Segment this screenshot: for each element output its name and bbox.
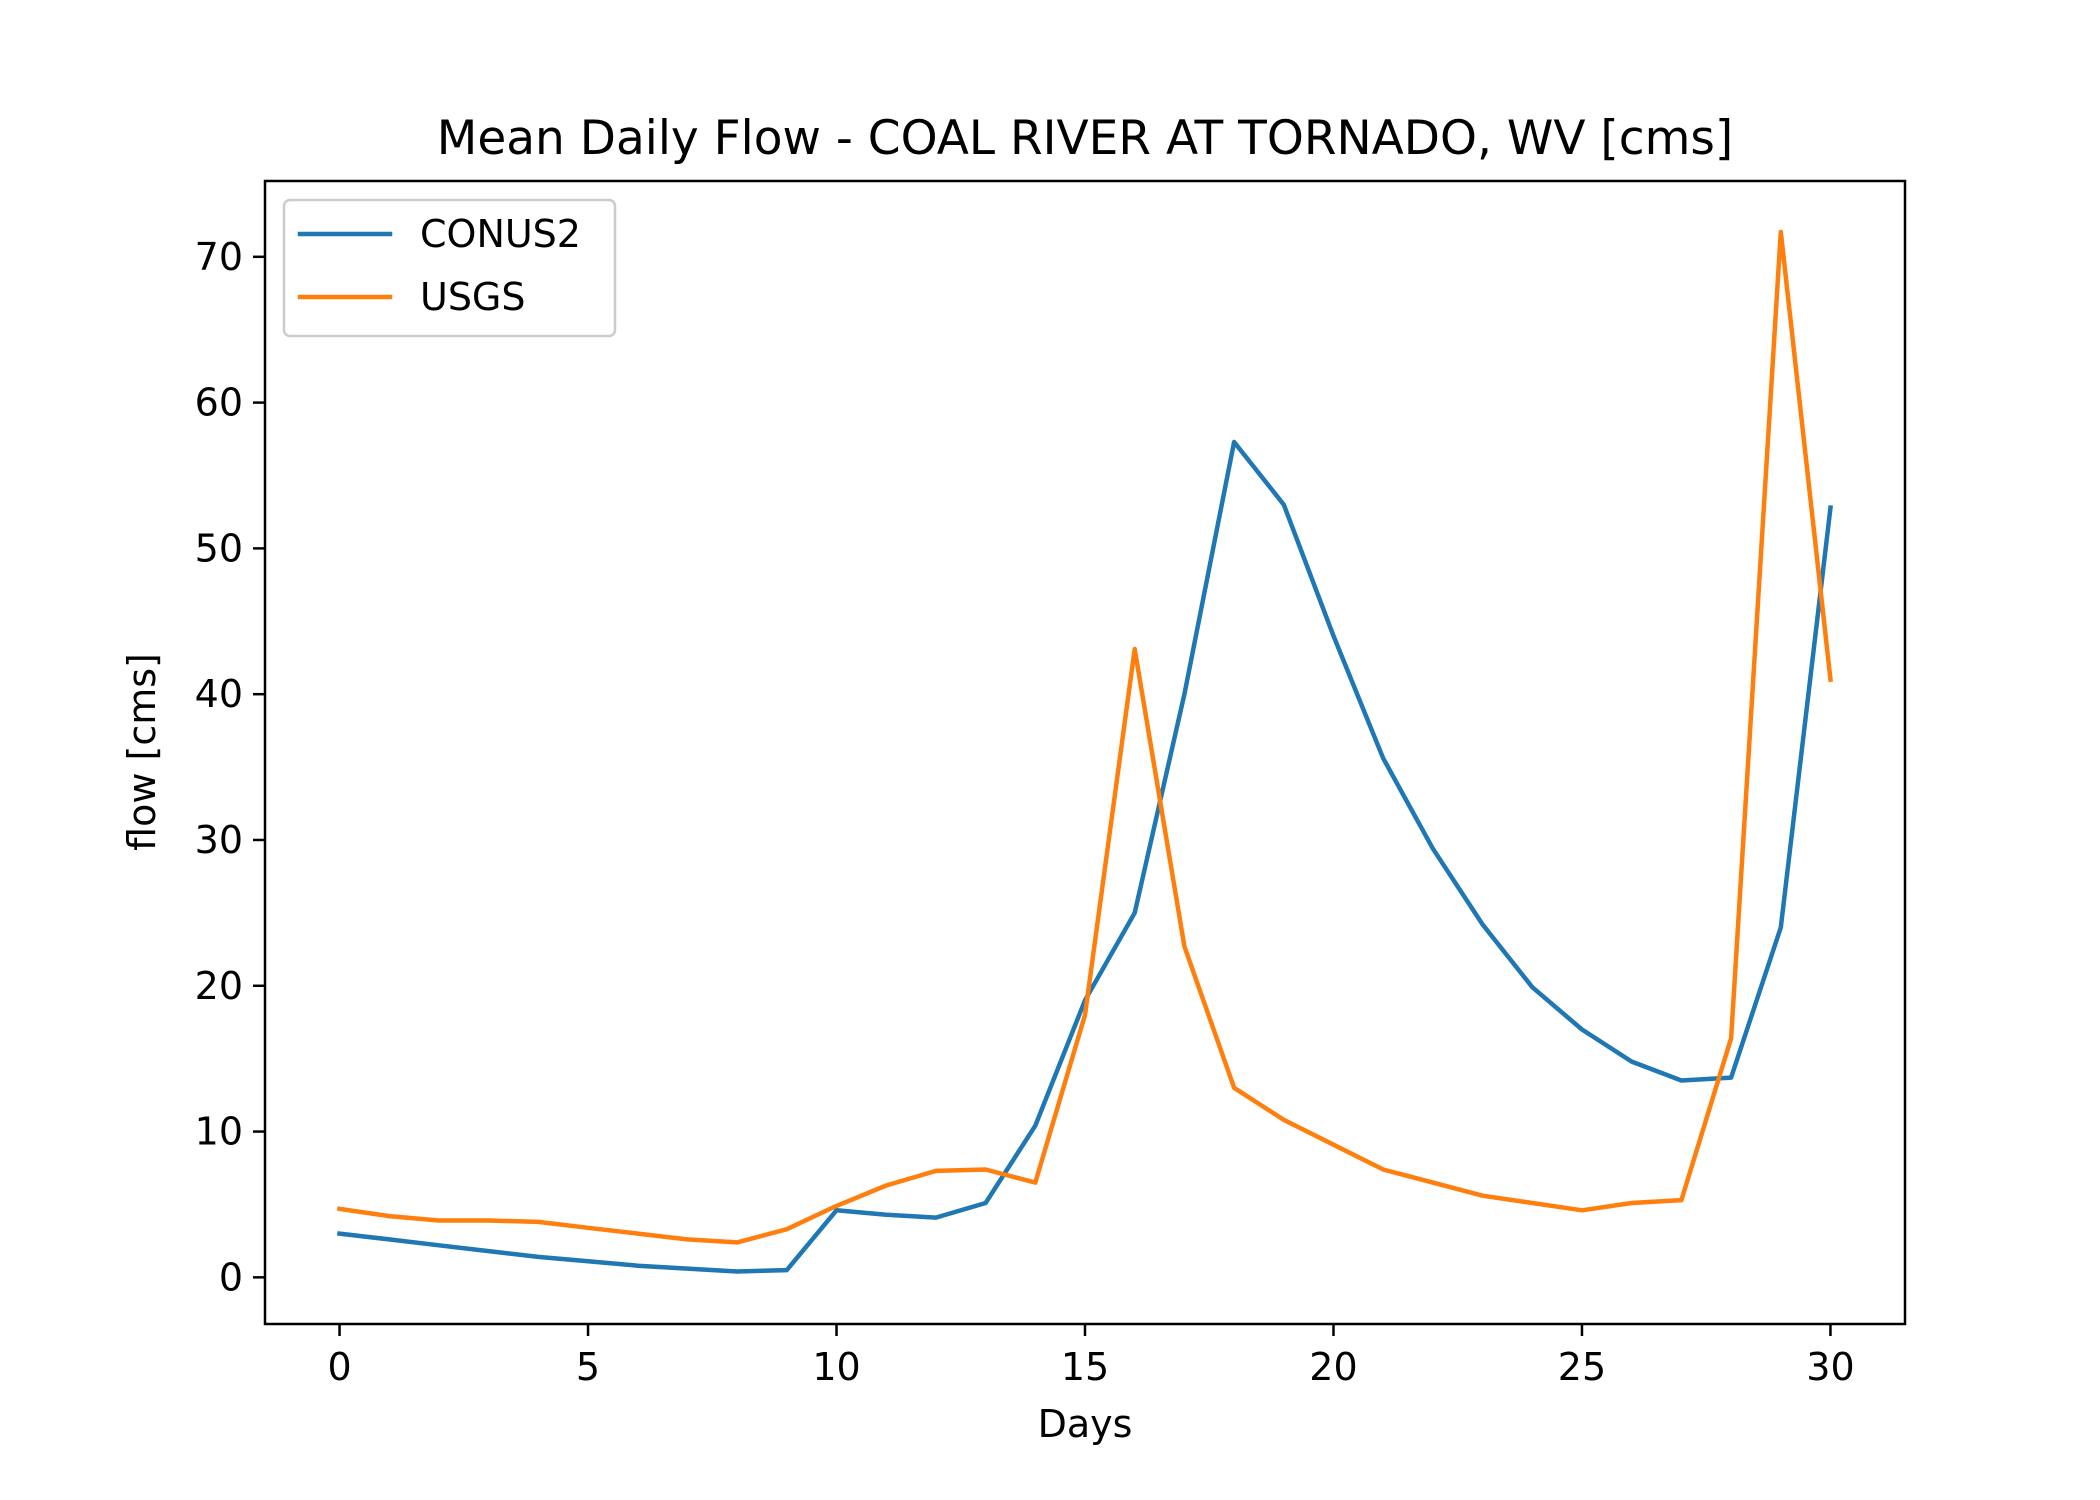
x-tick-label: 25 bbox=[1558, 1345, 1606, 1389]
legend: CONUS2 USGS bbox=[282, 198, 617, 338]
x-tick-label: 30 bbox=[1806, 1345, 1854, 1389]
x-tick-label: 0 bbox=[327, 1345, 351, 1389]
y-tick-label: 20 bbox=[195, 964, 243, 1008]
chart-title: Mean Daily Flow - COAL RIVER AT TORNADO,… bbox=[437, 111, 1733, 166]
x-tick-label: 5 bbox=[576, 1345, 600, 1389]
x-axis-label: Days bbox=[1038, 1402, 1133, 1446]
y-tick-label: 10 bbox=[195, 1110, 243, 1154]
legend-label-usgs: USGS bbox=[420, 275, 526, 319]
series-layer bbox=[336, 229, 1833, 1274]
x-tick-label: 15 bbox=[1061, 1345, 1109, 1389]
y-tick-label: 60 bbox=[195, 381, 243, 425]
y-tick-label: 0 bbox=[219, 1255, 243, 1299]
legend-label-conus2: CONUS2 bbox=[420, 212, 581, 256]
y-axis-label: flow [cms] bbox=[120, 653, 164, 851]
y-tick-label: 40 bbox=[195, 672, 243, 716]
y-tick-label: 30 bbox=[195, 818, 243, 862]
x-tick-label: 20 bbox=[1309, 1345, 1357, 1389]
y-tick-label: 50 bbox=[195, 526, 243, 570]
y-axis-ticks: 0 10 20 30 40 50 60 70 bbox=[195, 235, 265, 1299]
x-tick-label: 10 bbox=[812, 1345, 860, 1389]
x-axis-ticks: 0 5 10 15 20 25 30 bbox=[327, 1324, 1855, 1389]
y-tick-label: 70 bbox=[195, 235, 243, 279]
